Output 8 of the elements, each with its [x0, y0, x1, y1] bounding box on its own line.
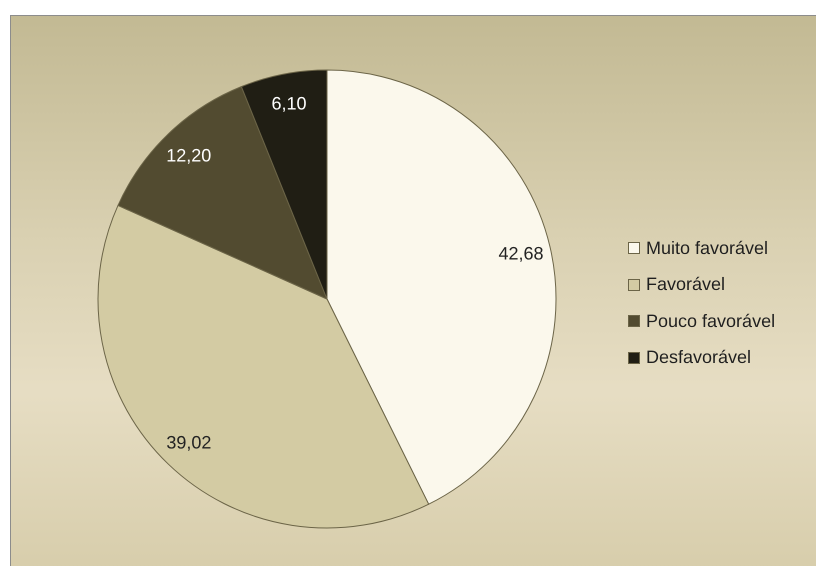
- legend-label: Favorável: [646, 274, 726, 296]
- data-label: 6,10: [272, 93, 307, 114]
- data-label: 12,20: [166, 145, 212, 166]
- legend-label: Desfavorável: [646, 347, 752, 368]
- data-label: 39,02: [166, 432, 212, 453]
- legend-label: Muito favorável: [646, 238, 768, 259]
- data-label: 42,68: [498, 244, 544, 264]
- legend-label: Pouco favorável: [646, 310, 776, 332]
